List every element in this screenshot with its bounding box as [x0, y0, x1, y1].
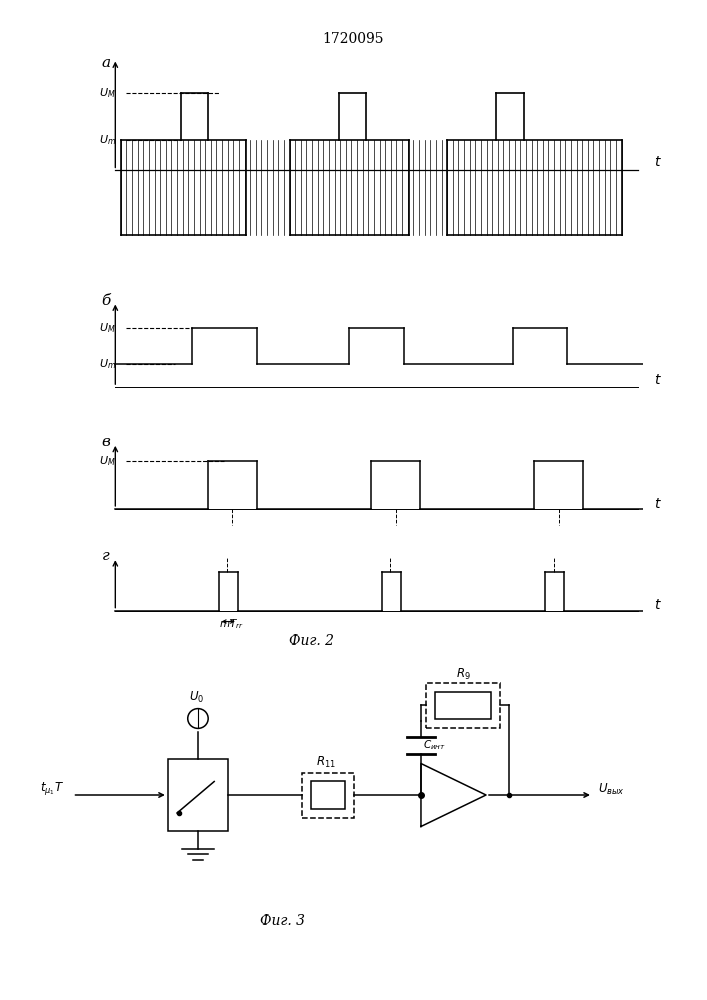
Text: $t$: $t$ [654, 373, 662, 387]
Text: $U_m$: $U_m$ [99, 133, 116, 147]
Text: $R_9$: $R_9$ [456, 667, 471, 682]
Text: Фиг. 2: Фиг. 2 [288, 634, 334, 648]
Bar [168, 759, 228, 831]
Text: a: a [102, 56, 111, 70]
Bar [435, 692, 491, 718]
Text: г: г [102, 549, 110, 563]
Text: $U_M$: $U_M$ [99, 454, 116, 468]
Text: $U_m$: $U_m$ [99, 357, 116, 371]
Text: $U_{вых}$: $U_{вых}$ [597, 782, 624, 797]
Text: $t$: $t$ [654, 497, 662, 511]
Text: б: б [102, 294, 111, 308]
Text: $R_{11}$: $R_{11}$ [317, 755, 337, 770]
Text: $t$: $t$ [654, 598, 662, 612]
Text: $U_M$: $U_M$ [99, 86, 116, 100]
Text: $t$: $t$ [654, 155, 662, 169]
Text: Фиг. 3: Фиг. 3 [260, 914, 305, 928]
Text: $mT_{rr}$: $mT_{rr}$ [218, 618, 243, 631]
Text: в: в [102, 435, 110, 449]
Bar [303, 772, 354, 818]
Text: $C_{инт}$: $C_{инт}$ [423, 738, 446, 752]
Text: $t_{\mu_1}T$: $t_{\mu_1}T$ [40, 780, 64, 797]
Text: $U_M$: $U_M$ [99, 321, 116, 335]
Text: 1720095: 1720095 [323, 32, 384, 46]
Bar [311, 781, 345, 809]
Text: $U_0$: $U_0$ [189, 690, 204, 705]
Bar [426, 682, 500, 728]
